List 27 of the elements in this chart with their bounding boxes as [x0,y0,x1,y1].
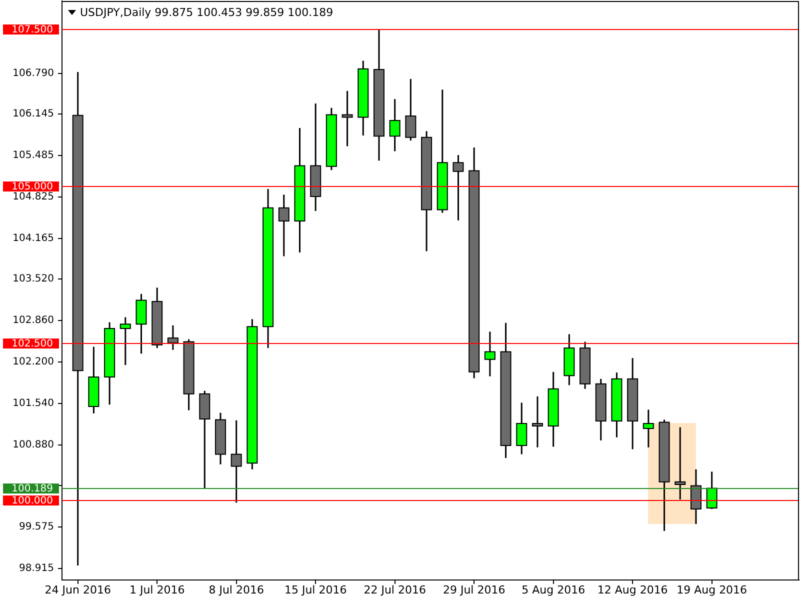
x-tick-label: 19 Aug 2016 [676,583,748,596]
y-tick-label: 101.540 [12,398,54,409]
x-tick-label: 29 Jul 2016 [442,583,506,596]
y-tick-label: 104.825 [12,191,54,202]
y-tick-label: 98.915 [19,562,54,574]
y-tick-label: 106.145 [12,108,54,120]
x-tick-label: 24 Jun 2016 [44,583,111,596]
text: USDJPY,Daily 99.875 100.453 99.859 100.189 [80,6,334,19]
y-tick-label: 102.860 [12,314,54,326]
ref-line-label: 102.500 [12,338,53,350]
ref-line-label: 100.000 [12,496,53,507]
y-tick-label: 103.520 [12,273,54,284]
y-tick-label: 105.485 [12,150,54,161]
x-tick-label: 1 Jul 2016 [129,583,185,596]
x-tick-label: 15 Jul 2016 [284,583,347,596]
x-tick-label: 12 Aug 2016 [597,583,668,596]
y-tick-label: 102.200 [12,356,54,368]
y-tick-label: 100.880 [12,439,54,450]
ref-line-label: 105.000 [12,182,53,193]
ref-line-label: 100.189 [12,484,53,495]
x-tick-label: 8 Jul 2016 [208,583,264,596]
ref-line-label: 107.500 [12,24,53,36]
y-tick-label: 106.790 [12,68,54,79]
y-tick-label: 99.575 [19,521,54,532]
y-tick-label: 104.165 [12,232,54,244]
x-tick-label: 22 Jul 2016 [364,583,426,596]
x-tick-label: 5 Aug 2016 [522,583,586,596]
